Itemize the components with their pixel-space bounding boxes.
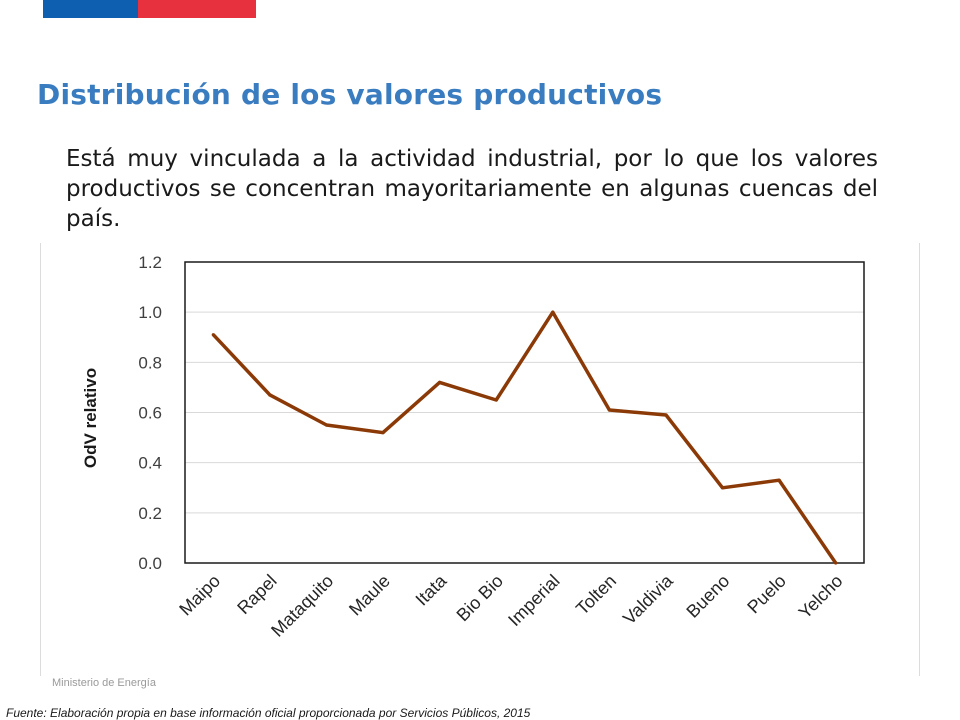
x-tick-label: Bio Bio <box>453 571 507 625</box>
x-tick-label: Maipo <box>175 571 224 620</box>
data-point <box>720 486 725 490</box>
series-group <box>211 310 838 565</box>
slide-title: Distribución de los valores productivos <box>37 78 663 111</box>
y-tick-label: 0.6 <box>138 404 162 423</box>
x-tick-label: Bueno <box>682 571 733 622</box>
y-tick-labels: 0.0 0.2 0.4 0.6 0.8 1.0 1.2 <box>138 253 162 573</box>
y-tick-label: 0.0 <box>138 554 162 573</box>
y-tick-label: 0.8 <box>138 353 162 372</box>
x-tick-label: Valdivia <box>619 570 677 628</box>
data-point <box>777 478 781 482</box>
x-tick-label: Tolten <box>572 571 620 619</box>
data-point <box>381 430 385 435</box>
y-tick-label: 1.0 <box>138 303 162 322</box>
intro-paragraph: Está muy vinculada a la actividad indust… <box>66 146 878 232</box>
data-point <box>438 380 442 384</box>
y-tick-label: 1.2 <box>138 253 162 272</box>
footer-organization: Ministerio de Energía <box>52 677 156 689</box>
right-divider <box>919 243 920 676</box>
data-point <box>494 398 498 402</box>
x-tick-label: Maule <box>345 571 394 620</box>
data-point <box>834 561 838 565</box>
left-divider <box>40 243 41 676</box>
data-point <box>664 413 668 417</box>
x-tick-label: Imperial <box>504 571 563 630</box>
x-tick-label: Itata <box>412 570 452 610</box>
y-tick-label: 0.2 <box>138 504 162 523</box>
source-note: Fuente: Elaboración propia en base infor… <box>6 706 531 720</box>
data-point <box>607 408 611 412</box>
y-tick-label: 0.4 <box>138 454 162 473</box>
x-tick-label: Rapel <box>233 571 280 618</box>
x-tick-label: Mataquito <box>267 571 337 641</box>
data-point <box>324 423 329 427</box>
series-line <box>212 310 838 564</box>
flag-red-bar <box>138 0 256 18</box>
flag-blue-bar <box>43 0 138 18</box>
x-tick-label: Yelcho <box>795 571 847 623</box>
x-tick-label: Puelo <box>743 571 790 618</box>
data-point <box>211 333 215 337</box>
data-point <box>551 310 555 314</box>
data-point <box>268 393 272 397</box>
y-axis-label: OdV relativo <box>81 368 100 468</box>
chart-grid <box>185 311 864 514</box>
plot-area-frame <box>184 261 865 564</box>
